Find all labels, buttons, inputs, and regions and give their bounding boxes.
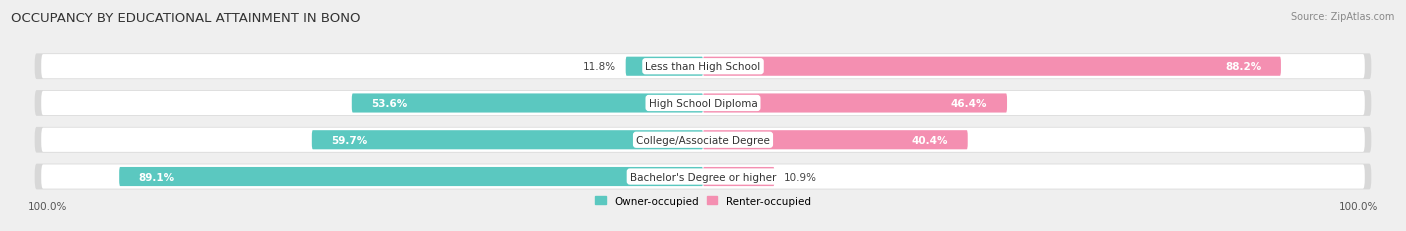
Text: High School Diploma: High School Diploma xyxy=(648,99,758,109)
Text: 11.8%: 11.8% xyxy=(582,62,616,72)
FancyBboxPatch shape xyxy=(35,164,1371,190)
Text: Bachelor's Degree or higher: Bachelor's Degree or higher xyxy=(630,172,776,182)
FancyBboxPatch shape xyxy=(703,58,1281,76)
FancyBboxPatch shape xyxy=(626,58,703,76)
FancyBboxPatch shape xyxy=(41,165,1365,189)
Text: 89.1%: 89.1% xyxy=(139,172,174,182)
Text: Less than High School: Less than High School xyxy=(645,62,761,72)
Text: 10.9%: 10.9% xyxy=(785,172,817,182)
Text: 53.6%: 53.6% xyxy=(371,99,408,109)
FancyBboxPatch shape xyxy=(703,94,1007,113)
FancyBboxPatch shape xyxy=(41,55,1365,79)
Text: OCCUPANCY BY EDUCATIONAL ATTAINMENT IN BONO: OCCUPANCY BY EDUCATIONAL ATTAINMENT IN B… xyxy=(11,12,361,24)
Text: Source: ZipAtlas.com: Source: ZipAtlas.com xyxy=(1291,12,1395,21)
Text: 88.2%: 88.2% xyxy=(1225,62,1261,72)
Text: 40.4%: 40.4% xyxy=(911,135,948,145)
Text: College/Associate Degree: College/Associate Degree xyxy=(636,135,770,145)
FancyBboxPatch shape xyxy=(35,127,1371,153)
Text: 46.4%: 46.4% xyxy=(950,99,987,109)
FancyBboxPatch shape xyxy=(35,54,1371,80)
FancyBboxPatch shape xyxy=(41,128,1365,152)
FancyBboxPatch shape xyxy=(703,167,775,186)
FancyBboxPatch shape xyxy=(35,91,1371,116)
FancyBboxPatch shape xyxy=(312,131,703,150)
Legend: Owner-occupied, Renter-occupied: Owner-occupied, Renter-occupied xyxy=(595,196,811,206)
FancyBboxPatch shape xyxy=(703,131,967,150)
FancyBboxPatch shape xyxy=(352,94,703,113)
FancyBboxPatch shape xyxy=(120,167,703,186)
FancyBboxPatch shape xyxy=(41,91,1365,116)
Text: 59.7%: 59.7% xyxy=(332,135,368,145)
